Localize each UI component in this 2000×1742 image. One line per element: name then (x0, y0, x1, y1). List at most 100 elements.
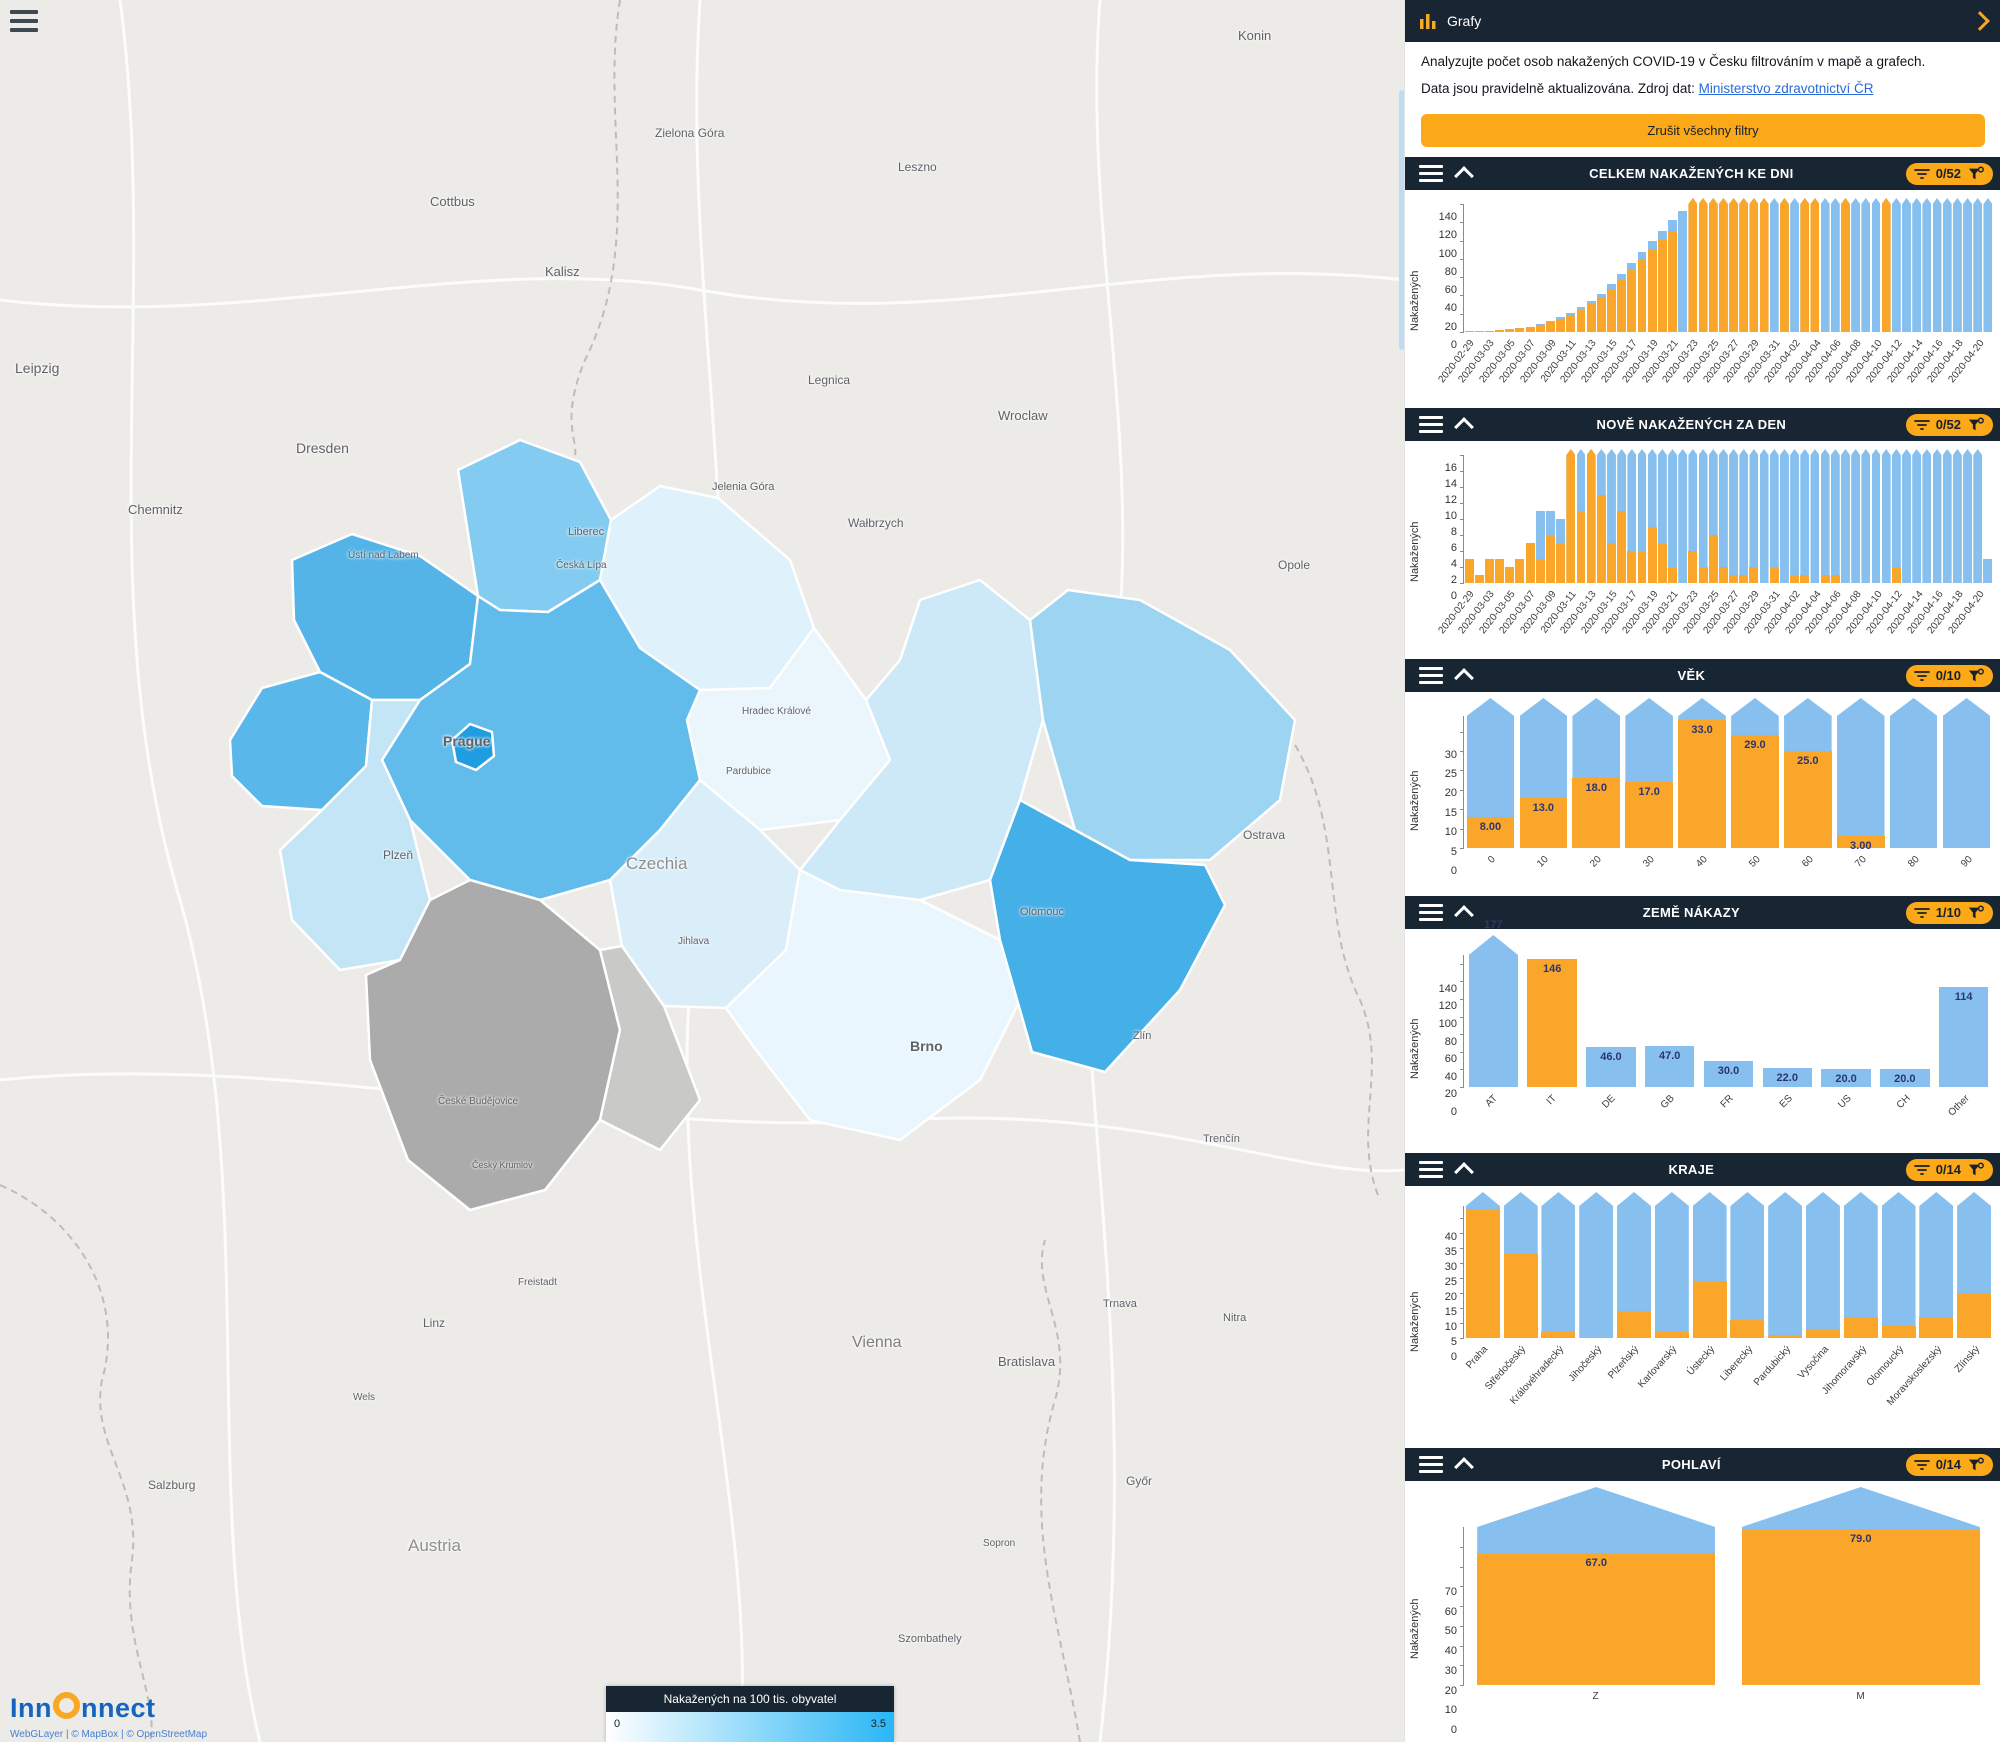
bar-total[interactable] (1769, 198, 1779, 332)
bar-total[interactable] (1759, 449, 1769, 583)
bar-filtered[interactable] (1525, 327, 1535, 332)
bar-filtered[interactable] (1749, 567, 1759, 583)
bar-total[interactable] (1586, 1046, 1636, 1087)
bar-total[interactable] (1830, 198, 1840, 332)
map-region-praha[interactable] (450, 722, 496, 772)
clear-all-filters-button[interactable]: Zrušit všechny filtry (1421, 114, 1985, 147)
bar-filtered[interactable] (1474, 575, 1484, 583)
bar-filtered[interactable] (1698, 567, 1708, 583)
bar-filtered[interactable] (1515, 328, 1525, 332)
bar-total[interactable] (1881, 449, 1891, 583)
bar-total[interactable] (1718, 449, 1728, 583)
collapse-chart-chevron-icon[interactable] (1454, 904, 1474, 925)
bar-total[interactable] (1952, 198, 1962, 332)
bar-filtered[interactable] (1957, 1293, 1992, 1338)
bar-filtered[interactable] (1596, 495, 1606, 583)
bar-total[interactable] (1607, 449, 1616, 583)
bar-total[interactable] (1579, 1192, 1614, 1338)
bar-total[interactable] (1810, 449, 1820, 583)
bar-filtered[interactable] (1596, 297, 1606, 332)
choropleth-regions[interactable] (228, 438, 1297, 1212)
bar-filtered[interactable] (1881, 1326, 1916, 1338)
bar-filtered[interactable] (1519, 797, 1568, 848)
bar-filtered[interactable] (1768, 1335, 1803, 1338)
bar-total[interactable] (1851, 198, 1861, 332)
bar-total[interactable] (1922, 198, 1932, 332)
bar-total[interactable] (1881, 1192, 1916, 1338)
bar-total[interactable] (1790, 449, 1800, 583)
bar-filtered[interactable] (1566, 449, 1576, 583)
bar-filtered[interactable] (1627, 551, 1637, 583)
bar-filtered[interactable] (1784, 750, 1832, 848)
bar-filtered[interactable] (1830, 575, 1840, 583)
bar-filtered[interactable] (1836, 836, 1885, 848)
bar-filtered[interactable] (1535, 559, 1545, 583)
bar-filtered[interactable] (1739, 198, 1749, 332)
bar-total[interactable] (1768, 1192, 1803, 1338)
bar-filtered[interactable] (1515, 559, 1525, 583)
bar-total[interactable] (1938, 986, 1989, 1087)
collapse-chart-chevron-icon[interactable] (1454, 1161, 1474, 1182)
bar-filtered[interactable] (1505, 567, 1515, 583)
bar-filtered[interactable] (1474, 331, 1484, 332)
bar-filtered[interactable] (1617, 1311, 1652, 1338)
bar-filtered[interactable] (1654, 1332, 1689, 1338)
bar-filtered[interactable] (1527, 958, 1577, 1087)
bar-total[interactable] (1820, 198, 1830, 332)
collapse-chart-chevron-icon[interactable] (1454, 165, 1474, 186)
map-region-zlinsky[interactable] (988, 798, 1227, 1074)
bar-filtered[interactable] (1464, 331, 1474, 332)
bar-total[interactable] (1762, 1067, 1812, 1087)
clear-filter-funnel-icon[interactable] (1967, 905, 1985, 921)
bar-filtered[interactable] (1759, 198, 1769, 332)
bar-filtered[interactable] (1805, 1329, 1840, 1338)
bar-total[interactable] (1790, 198, 1800, 332)
bar-total[interactable] (1932, 198, 1942, 332)
bar-filtered[interactable] (1637, 551, 1647, 583)
bar-total[interactable] (1851, 449, 1861, 583)
bar-filtered[interactable] (1668, 230, 1677, 332)
collapse-chart-chevron-icon[interactable] (1454, 667, 1474, 688)
bar-filtered[interactable] (1730, 1320, 1765, 1338)
drag-handle-icon[interactable] (1419, 1456, 1443, 1473)
filter-count-badge[interactable]: 0/14 (1905, 1453, 1993, 1476)
bar-filtered[interactable] (1484, 559, 1494, 583)
bar-total[interactable] (1912, 198, 1922, 332)
bar-filtered[interactable] (1800, 575, 1810, 583)
filter-count-badge[interactable]: 0/10 (1905, 664, 1993, 687)
bar-total[interactable] (1820, 449, 1830, 583)
filter-count-badge[interactable]: 0/52 (1905, 162, 1993, 185)
bar-total[interactable] (1932, 449, 1942, 583)
bar-total[interactable] (1779, 449, 1789, 583)
bar-filtered[interactable] (1692, 1281, 1727, 1338)
bar-total[interactable] (1891, 449, 1901, 583)
bar-filtered[interactable] (1484, 331, 1494, 332)
bar-total[interactable] (1942, 698, 1991, 848)
bar-filtered[interactable] (1572, 778, 1621, 848)
bar-filtered[interactable] (1708, 535, 1718, 583)
clear-filter-funnel-icon[interactable] (1967, 1162, 1985, 1178)
map-canvas[interactable]: Leipzig Dresden Chemnitz Cottbus Zielona Gór… (0, 0, 1404, 1742)
bar-total[interactable] (1922, 449, 1932, 583)
bar-filtered[interactable] (1647, 248, 1657, 332)
map-region-moravskoslezsky[interactable] (1028, 588, 1297, 862)
bar-total[interactable] (1468, 935, 1519, 1087)
bar-filtered[interactable] (1810, 198, 1820, 332)
bar-total[interactable] (1841, 449, 1850, 583)
map-region-jihocesky[interactable] (364, 878, 622, 1212)
bar-filtered[interactable] (1556, 543, 1566, 583)
bar-total[interactable] (1647, 449, 1657, 583)
bar-total[interactable] (1891, 198, 1901, 332)
bar-filtered[interactable] (1541, 1332, 1576, 1338)
bar-filtered[interactable] (1637, 258, 1647, 332)
bar-total[interactable] (1902, 449, 1911, 583)
bar-total[interactable] (1739, 449, 1749, 583)
clear-filter-funnel-icon[interactable] (1967, 668, 1985, 684)
bar-total[interactable] (1800, 449, 1810, 583)
bar-total[interactable] (1973, 198, 1983, 332)
bar-filtered[interactable] (1741, 1528, 1980, 1685)
data-source-link[interactable]: Ministerstvo zdravotnictví ČR (1698, 81, 1874, 96)
bar-filtered[interactable] (1678, 719, 1726, 848)
bar-filtered[interactable] (1545, 535, 1555, 583)
bar-filtered[interactable] (1607, 543, 1616, 583)
